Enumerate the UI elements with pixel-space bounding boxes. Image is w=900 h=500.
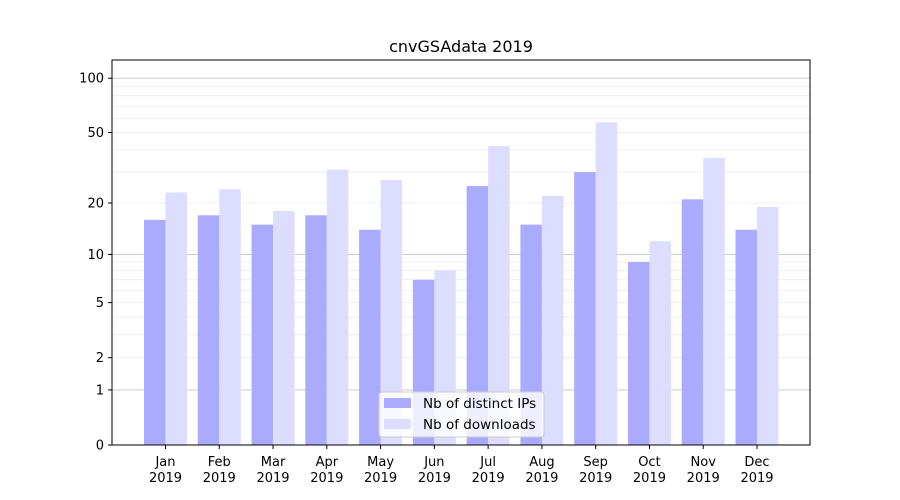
x-tick-label-month: May <box>367 455 394 470</box>
y-tick-label: 1 <box>96 383 104 398</box>
legend: Nb of distinct IPs Nb of downloads <box>378 391 545 438</box>
bar-distinct-ips <box>466 186 489 445</box>
y-tick-label: 50 <box>87 126 104 141</box>
bar-downloads <box>703 158 725 445</box>
y-tick-label: 20 <box>87 197 104 212</box>
y-tick-label: 0 <box>96 439 104 454</box>
x-tick-label-year: 2019 <box>149 471 182 486</box>
x-tick-label-year: 2019 <box>203 471 236 486</box>
bar-distinct-ips <box>305 215 327 445</box>
x-tick-label-year: 2019 <box>310 471 343 486</box>
x-tick-label-year: 2019 <box>740 471 773 486</box>
bar-downloads <box>219 189 241 445</box>
bar-downloads <box>165 192 187 445</box>
bar-downloads <box>273 210 295 445</box>
x-tick-label-year: 2019 <box>364 471 397 486</box>
x-tick-label-year: 2019 <box>525 471 558 486</box>
x-tick-label-month: Aug <box>529 455 554 470</box>
x-tick-label-month: Jan <box>154 455 175 470</box>
legend-label-ips: Nb of distinct IPs <box>423 396 536 412</box>
legend-swatch-ips <box>384 398 411 408</box>
bar-downloads <box>649 241 671 445</box>
x-tick-label-month: Mar <box>261 455 286 470</box>
bar-distinct-ips <box>681 199 704 445</box>
x-tick-label-year: 2019 <box>633 471 666 486</box>
y-tick-label: 5 <box>96 296 104 311</box>
x-tick-label-year: 2019 <box>579 471 612 486</box>
x-tick-label-month: Apr <box>316 455 339 470</box>
bar-distinct-ips <box>197 215 220 445</box>
x-tick-label-month: Jul <box>479 455 496 470</box>
x-tick-label-month: Oct <box>638 455 660 470</box>
x-tick-label-month: Jun <box>423 455 444 470</box>
bar-distinct-ips <box>627 261 650 445</box>
plot-frame <box>111 59 811 446</box>
bar-downloads <box>757 206 779 445</box>
y-tick-label: 2 <box>96 351 104 366</box>
x-tick-label-year: 2019 <box>256 471 289 486</box>
bar-downloads <box>541 195 564 445</box>
x-tick-label-month: Feb <box>208 455 231 470</box>
x-tick-label-year: 2019 <box>687 471 720 486</box>
legend-swatch-downloads <box>384 419 411 429</box>
x-tick-label-month: Nov <box>691 455 717 470</box>
bar-downloads <box>488 146 510 445</box>
bar-distinct-ips <box>735 229 757 445</box>
bar-downloads <box>595 122 618 445</box>
x-tick-label-month: Sep <box>583 455 608 470</box>
bar-downloads <box>326 169 349 445</box>
chart-title: cnvGSAdata 2019 <box>389 37 533 56</box>
x-tick-label-year: 2019 <box>418 471 451 486</box>
x-tick-label-month: Dec <box>744 455 769 470</box>
legend-label-downloads: Nb of downloads <box>423 417 536 433</box>
bar-distinct-ips <box>359 229 381 445</box>
bar-distinct-ips <box>574 172 596 445</box>
y-tick-label: 10 <box>87 248 104 263</box>
bar-distinct-ips <box>144 219 166 445</box>
bar-distinct-ips <box>520 224 542 445</box>
x-tick-label-year: 2019 <box>472 471 505 486</box>
bar-downloads <box>380 180 403 445</box>
bar-distinct-ips <box>251 224 274 445</box>
y-tick-label: 100 <box>79 72 104 87</box>
